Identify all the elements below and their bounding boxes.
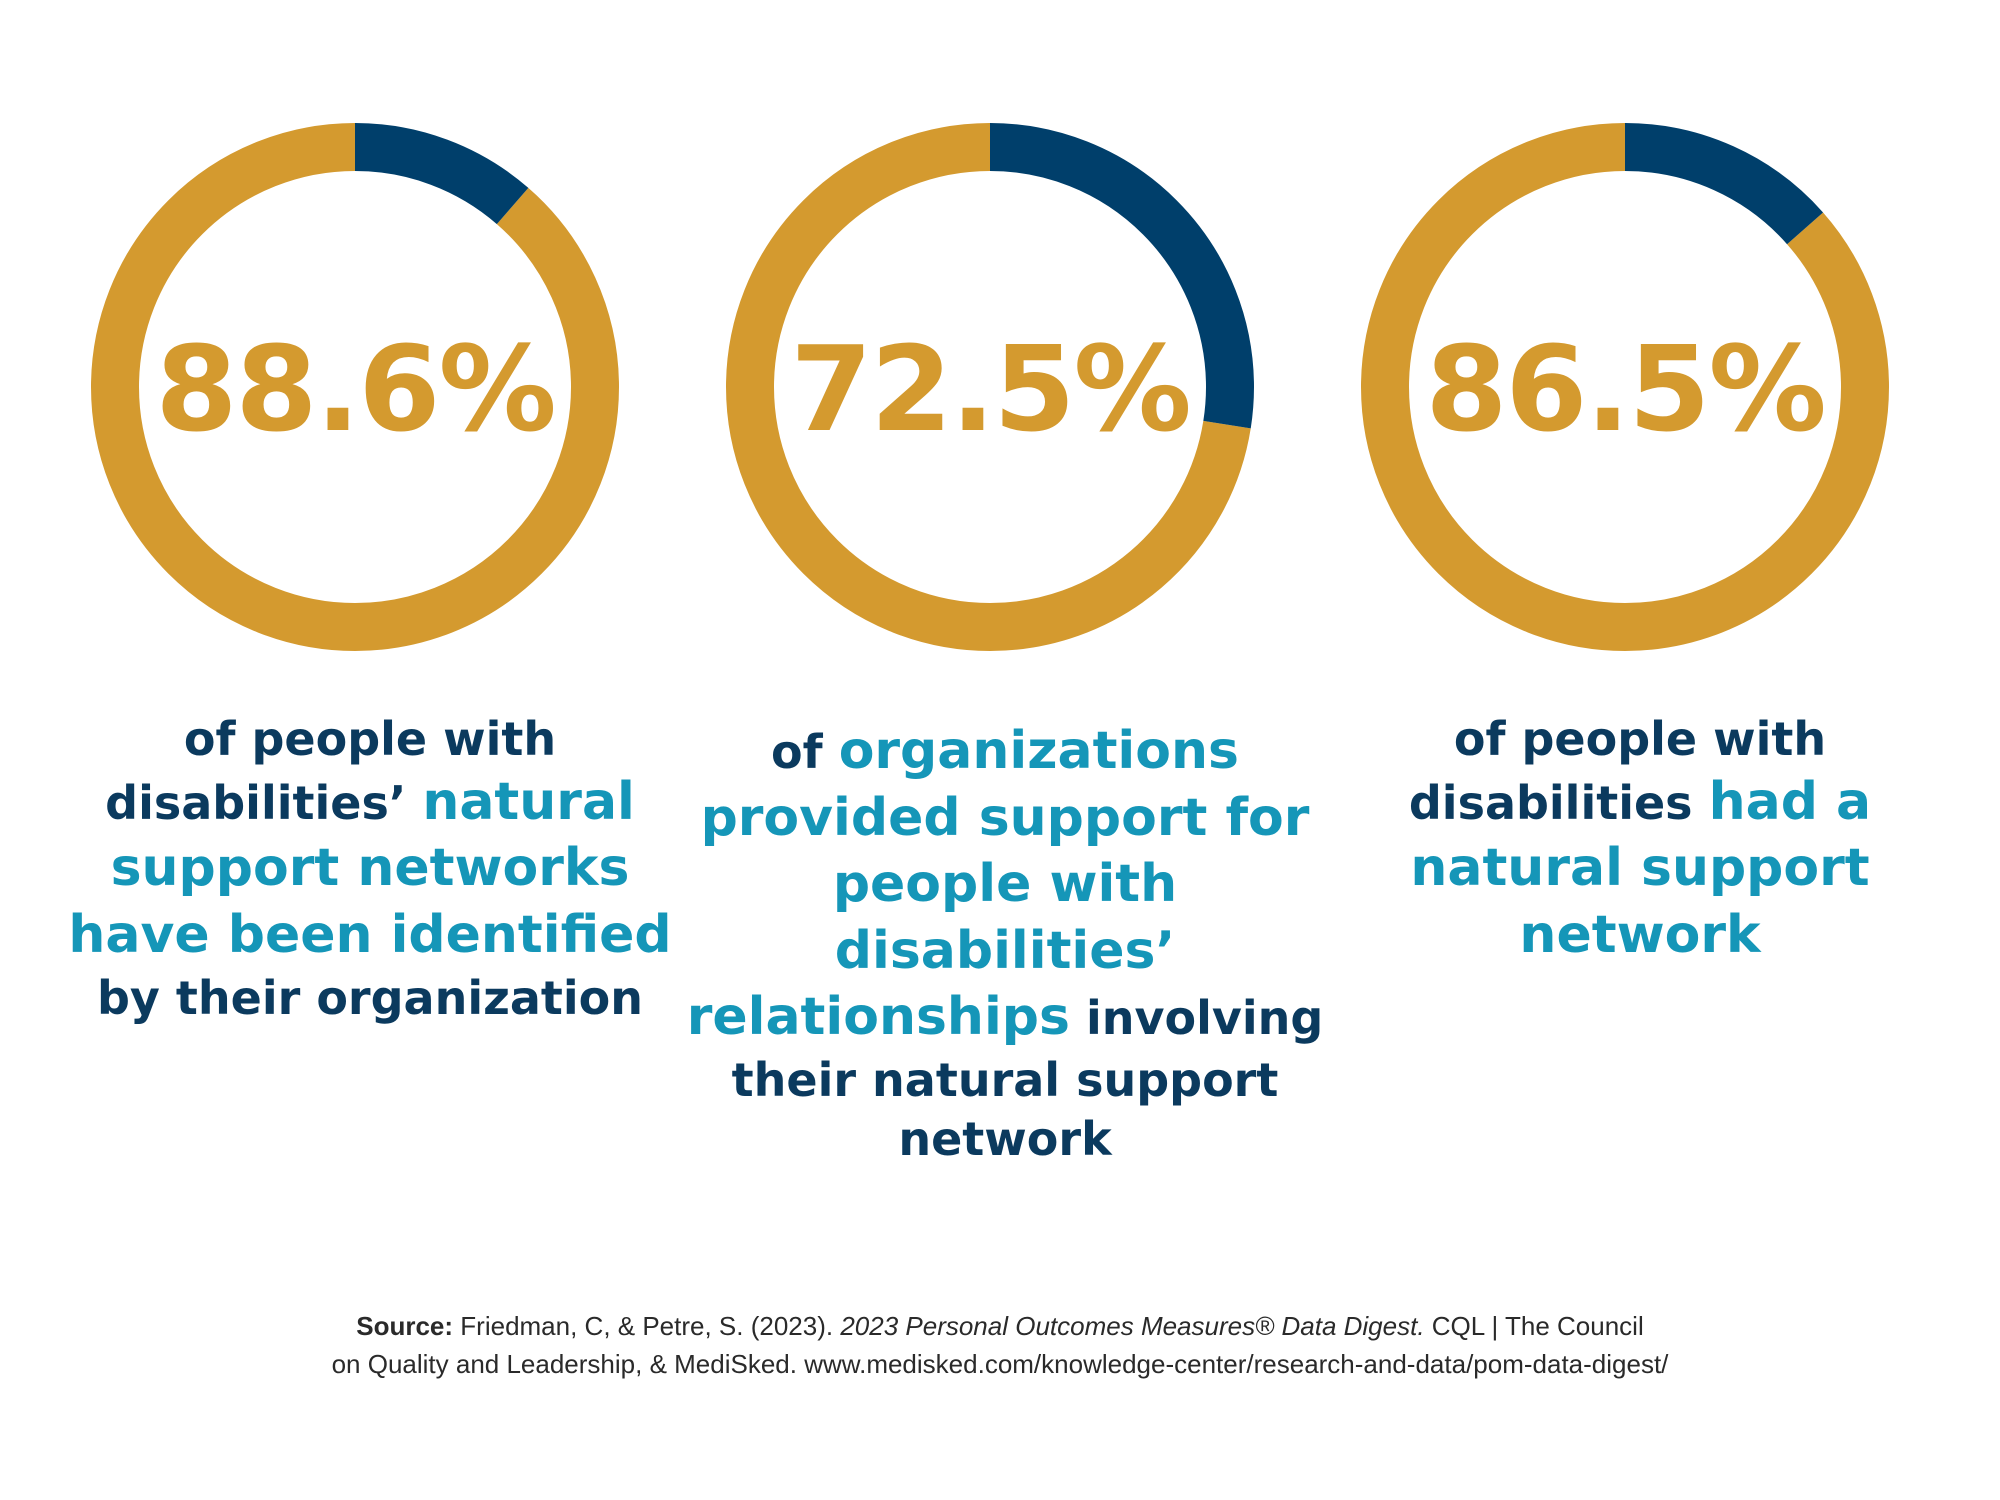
caption-1-part-1: of people with disabilities’ — [105, 712, 557, 830]
source-line-2: on Quality and Leadership, & MediSked. w… — [331, 1348, 1669, 1379]
donut-segment-remainder-2 — [726, 123, 1254, 651]
stat-card-1: 88.6% of people with disabilities’ natur… — [50, 0, 690, 1260]
donut-segment-remainder-3 — [1361, 123, 1889, 651]
donut-segment-remainder-1 — [91, 123, 619, 651]
stat-card-3: 86.5% of people with disabilities had a … — [1320, 0, 1960, 1260]
stat-card-2: 72.5% of organizations provided support … — [685, 0, 1325, 1260]
percent-label-1: 88.6% — [155, 320, 554, 458]
caption-2-part-3: involving their natural support network — [731, 991, 1324, 1166]
caption-1: of people with disabilities’ natural sup… — [50, 710, 690, 1027]
source-title: 2023 Personal Outcomes Measures® Data Di… — [840, 1311, 1425, 1341]
caption-1-part-3: by their organization — [96, 970, 644, 1025]
source-citation: Source: Friedman, C, & Petre, S. (2023).… — [0, 1308, 2000, 1383]
donut-chart-1: 88.6% — [91, 123, 619, 651]
caption-3: of people with disabilities had a natura… — [1320, 710, 1960, 969]
source-publisher: CQL | The Council — [1424, 1311, 1644, 1341]
caption-3-part-2: had a natural support network — [1410, 771, 1872, 965]
caption-2-part-1: of — [771, 725, 839, 779]
caption-1-part-2: natural support networks have been ident… — [68, 771, 672, 965]
source-label: Source: — [356, 1311, 454, 1341]
caption-3-part-1: of people with disabilities — [1408, 712, 1827, 830]
source-authors: Friedman, C, & Petre, S. (2023). — [453, 1311, 841, 1341]
percent-label-2: 72.5% — [790, 320, 1189, 458]
caption-2: of organizations provided support for pe… — [685, 718, 1325, 1168]
donut-chart-2: 72.5% — [726, 123, 1254, 651]
donut-chart-3: 86.5% — [1361, 123, 1889, 651]
caption-2-part-2: organizations provided support for peopl… — [686, 721, 1310, 1048]
percent-label-3: 86.5% — [1425, 320, 1824, 458]
